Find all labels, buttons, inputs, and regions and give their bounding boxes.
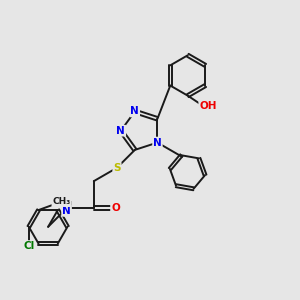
Text: N: N (130, 106, 139, 116)
Text: N: N (116, 126, 125, 136)
Text: CH₃: CH₃ (52, 197, 70, 206)
Text: H: H (63, 200, 71, 211)
Text: O: O (111, 203, 120, 213)
Text: N: N (153, 138, 162, 148)
Text: Cl: Cl (23, 241, 34, 251)
Text: N: N (62, 206, 71, 216)
Text: OH: OH (199, 101, 217, 111)
Text: S: S (113, 163, 121, 173)
